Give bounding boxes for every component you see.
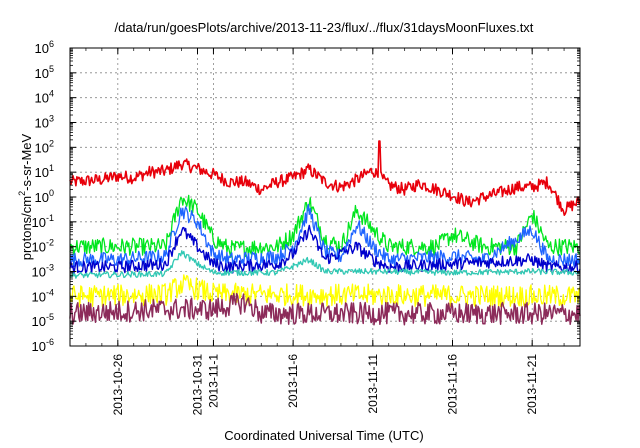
x-tick-label: 2013-11-6 <box>286 354 300 408</box>
axis-ticks <box>69 47 581 347</box>
y-tick-label: 106 <box>35 39 54 56</box>
y-tick-label: 10-6 <box>32 337 54 354</box>
y-tick-label: 100 <box>35 188 54 205</box>
y-tick-label: 10-3 <box>32 263 54 280</box>
series-line <box>69 224 581 274</box>
series-line <box>69 274 581 308</box>
y-tick-label: 102 <box>35 138 54 155</box>
y-tick-label: 103 <box>35 114 54 131</box>
series-line <box>69 194 581 258</box>
x-tick-label: 2013-11-16 <box>446 354 460 415</box>
x-tick-label: 2013-11-1 <box>206 354 220 408</box>
y-tick-label: 105 <box>35 64 54 81</box>
series-layer <box>69 140 581 326</box>
y-tick-label: 104 <box>35 89 54 106</box>
y-tick-label: 10-5 <box>32 312 54 329</box>
series-line <box>69 140 581 216</box>
x-tick-label: 2013-11-11 <box>366 354 380 414</box>
series-line <box>69 292 581 326</box>
y-tick-label: 10-2 <box>32 238 54 255</box>
series-line <box>69 203 581 268</box>
y-tick-label: 101 <box>35 163 54 180</box>
y-tick-label: 10-4 <box>32 287 54 304</box>
x-tick-label: 2013-10-26 <box>111 354 125 416</box>
x-tick-label: 2013-11-21 <box>525 354 539 415</box>
x-tick-labels: 2013-10-26 2013-10-31 2013-11-1 2013-11-6 20… <box>111 354 539 416</box>
y-tick-labels: 10-6 10-5 10-4 10-3 10-2 10-1 100 101 102 103 104 1… <box>32 39 54 354</box>
chart-title: /data/run/goesPlots/archive/2013-11-23/f… <box>115 20 534 35</box>
x-axis-label: Coordinated Universal Time (UTC) <box>224 428 423 443</box>
y-tick-label: 10-1 <box>32 213 54 230</box>
y-axis-label: protons/cm2-s-sr-MeV <box>17 133 34 260</box>
x-tick-label: 2013-10-31 <box>191 354 205 416</box>
series-line <box>69 250 581 279</box>
